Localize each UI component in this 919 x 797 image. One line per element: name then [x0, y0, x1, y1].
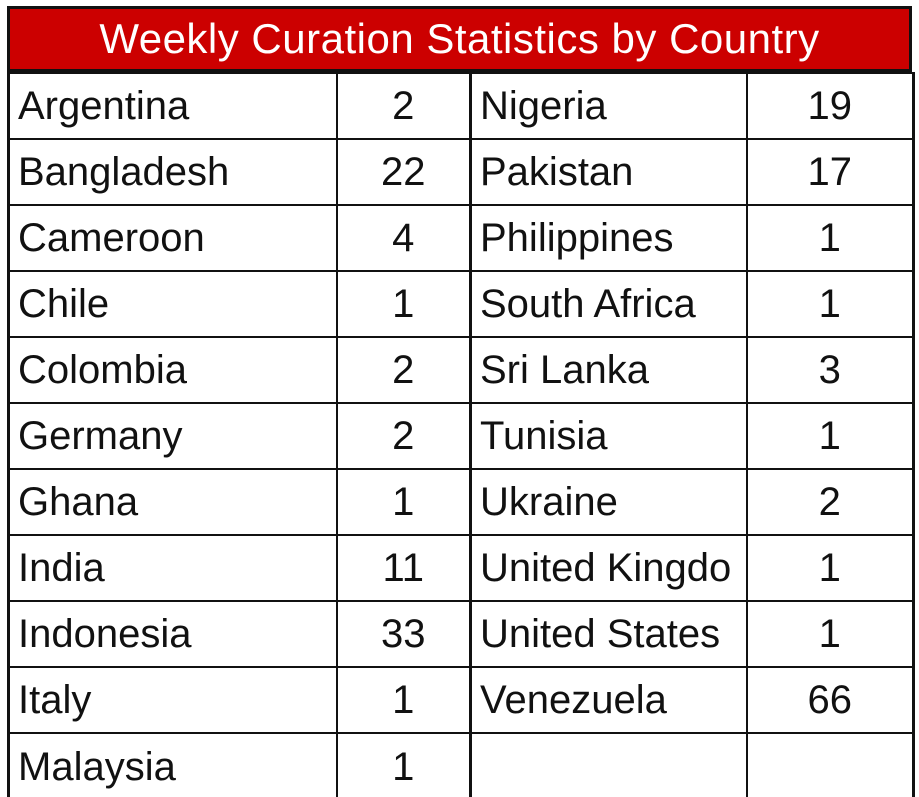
- country-cell[interactable]: Italy: [7, 666, 338, 734]
- count-cell[interactable]: 2: [745, 468, 915, 536]
- country-cell[interactable]: Ukraine: [469, 468, 748, 536]
- count-cell[interactable]: 17: [745, 138, 915, 206]
- country-cell[interactable]: India: [7, 534, 338, 602]
- country-cell[interactable]: Venezuela: [469, 666, 748, 734]
- count-cell[interactable]: 1: [745, 204, 915, 272]
- count-cell[interactable]: 1: [745, 534, 915, 602]
- country-cell[interactable]: Ghana: [7, 468, 338, 536]
- count-cell[interactable]: 1: [745, 402, 915, 470]
- table-row: Malaysia 1: [7, 732, 915, 797]
- table-row: Bangladesh 22 Pakistan 17: [7, 138, 915, 206]
- count-cell[interactable]: 1: [335, 270, 472, 338]
- country-cell[interactable]: Sri Lanka: [469, 336, 748, 404]
- country-cell[interactable]: Nigeria: [469, 72, 748, 140]
- table-row: India 11 United Kingdo 1: [7, 534, 915, 602]
- country-cell[interactable]: Bangladesh: [7, 138, 338, 206]
- count-cell[interactable]: 2: [335, 402, 472, 470]
- count-cell[interactable]: 1: [745, 600, 915, 668]
- count-cell[interactable]: 33: [335, 600, 472, 668]
- country-cell[interactable]: Philippines: [469, 204, 748, 272]
- table-row: Cameroon 4 Philippines 1: [7, 204, 915, 272]
- table-row: Colombia 2 Sri Lanka 3: [7, 336, 915, 404]
- count-cell[interactable]: 66: [745, 666, 915, 734]
- count-cell[interactable]: 22: [335, 138, 472, 206]
- table-row: Indonesia 33 United States 1: [7, 600, 915, 668]
- country-cell[interactable]: South Africa: [469, 270, 748, 338]
- country-cell[interactable]: Argentina: [7, 72, 338, 140]
- country-cell[interactable]: Cameroon: [7, 204, 338, 272]
- count-cell[interactable]: 11: [335, 534, 472, 602]
- country-statistics-table: Argentina 2 Nigeria 19 Bangladesh 22 Pak…: [7, 72, 915, 797]
- count-cell[interactable]: 1: [335, 468, 472, 536]
- count-cell[interactable]: 19: [745, 72, 915, 140]
- empty-count-cell[interactable]: [745, 732, 915, 797]
- country-cell[interactable]: Indonesia: [7, 600, 338, 668]
- country-cell[interactable]: United States: [469, 600, 748, 668]
- table-row: Argentina 2 Nigeria 19: [7, 72, 915, 140]
- count-cell[interactable]: 1: [335, 732, 472, 797]
- count-cell[interactable]: 1: [335, 666, 472, 734]
- country-cell[interactable]: United Kingdo: [469, 534, 748, 602]
- count-cell[interactable]: 3: [745, 336, 915, 404]
- country-cell[interactable]: Pakistan: [469, 138, 748, 206]
- count-cell[interactable]: 2: [335, 336, 472, 404]
- country-cell[interactable]: Tunisia: [469, 402, 748, 470]
- top-edge: [0, 0, 919, 6]
- country-cell[interactable]: Malaysia: [7, 732, 338, 797]
- count-cell[interactable]: 2: [335, 72, 472, 140]
- table-row: Italy 1 Venezuela 66: [7, 666, 915, 734]
- country-cell[interactable]: Germany: [7, 402, 338, 470]
- table-row: Ghana 1 Ukraine 2: [7, 468, 915, 536]
- country-cell[interactable]: Colombia: [7, 336, 338, 404]
- country-cell[interactable]: Chile: [7, 270, 338, 338]
- count-cell[interactable]: 4: [335, 204, 472, 272]
- table-row: Germany 2 Tunisia 1: [7, 402, 915, 470]
- count-cell[interactable]: 1: [745, 270, 915, 338]
- table-title: Weekly Curation Statistics by Country: [7, 6, 912, 72]
- empty-country-cell[interactable]: [469, 732, 748, 797]
- table-row: Chile 1 South Africa 1: [7, 270, 915, 338]
